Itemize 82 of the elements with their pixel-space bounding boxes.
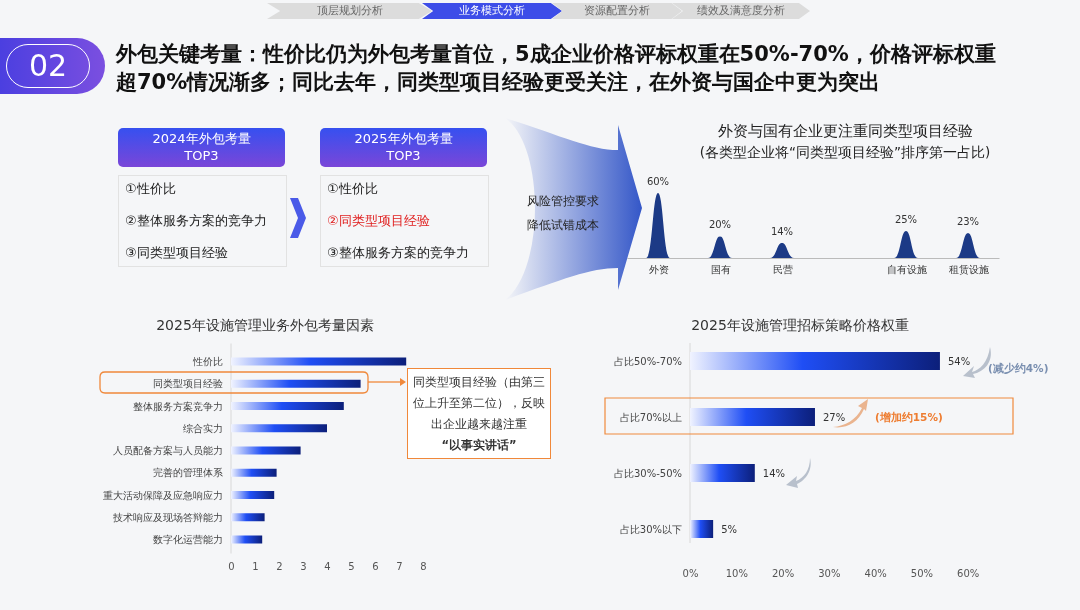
y-tick-label: 占比70%以上 — [619, 411, 682, 423]
y-tick-label: 同类型项目经验 — [153, 378, 223, 390]
x-tick-label: 40% — [864, 568, 887, 580]
y-tick-label: 占比50%-70% — [613, 355, 682, 367]
y-tick-label: 性价比 — [192, 356, 223, 367]
x-tick-label: 50% — [910, 568, 934, 580]
bar — [231, 468, 277, 477]
text: 风险管控要求 — [526, 193, 600, 210]
bar — [690, 352, 940, 370]
text: 外包关键考量：性价比仍为外包考量首位，5成企业价格评标权重在50%-70%，价格评标权重超70%情况渐多；同比去年，同类型项目经验更受关注，在外资与国企中更为突出 — [116, 41, 997, 96]
y-tick-label: 占比30%-50% — [613, 467, 682, 479]
bar — [231, 402, 344, 410]
bar — [690, 464, 755, 482]
text: “以事实讲话” — [440, 437, 518, 454]
text: TOP3 — [385, 147, 422, 164]
x-tick-label: 5 — [348, 561, 355, 573]
bar — [690, 520, 714, 538]
chart-title: 2025年设施管理招标策略价格权重 — [691, 317, 909, 333]
y-tick-label: 占比30%以下 — [619, 523, 682, 535]
x-tick-label: 8 — [420, 561, 427, 573]
data-label: 54% — [947, 355, 971, 367]
data-label: 14% — [762, 467, 786, 479]
data-label: 27% — [822, 411, 846, 423]
text: 绩效及满意度分析 — [672, 3, 810, 19]
chart-title: 外资与国有企业更注重同类型项目经验 — [717, 122, 973, 140]
bar — [231, 379, 361, 388]
x-tick-label: 民营 — [772, 264, 793, 276]
x-tick-label: 7 — [396, 561, 403, 573]
bar — [231, 491, 275, 499]
y-tick-label: 综合实力 — [183, 422, 223, 434]
x-tick-label: 10% — [725, 568, 748, 580]
data-label: 20% — [708, 219, 732, 231]
bar — [231, 446, 301, 455]
data-label: 23% — [956, 216, 980, 228]
bar — [690, 408, 815, 426]
y-tick-label: 重大活动保障及应急响应力 — [103, 489, 223, 501]
text: ③整体服务方案的竞争力 — [327, 244, 469, 262]
text: TOP3 — [183, 147, 220, 164]
y-tick-label: 整体服务方案竞争力 — [133, 400, 223, 412]
text: 02 — [6, 44, 90, 88]
y-tick-label: 完善的管理体系 — [153, 467, 223, 479]
x-tick-label: 国有 — [710, 264, 731, 276]
x-tick-label: 4 — [324, 561, 331, 573]
text: 降低试错成本 — [526, 217, 600, 234]
bar — [231, 357, 407, 366]
data-label: 14% — [770, 225, 794, 237]
data-label: 5% — [721, 523, 738, 535]
annotation: (增加约15%) — [875, 411, 943, 423]
x-tick-label: 6 — [372, 561, 379, 573]
x-tick-label: 租赁设施 — [948, 264, 989, 276]
text: ①性价比 — [125, 180, 176, 198]
x-tick-label: 自有设施 — [886, 264, 927, 276]
x-tick-label: 0% — [682, 568, 699, 580]
x-tick-label: 外资 — [648, 264, 669, 276]
text: 2024年外包考量 — [151, 130, 252, 147]
text: ③同类型项目经验 — [125, 244, 228, 262]
x-tick-label: 30% — [818, 568, 841, 580]
y-tick-label: 数字化运营能力 — [153, 534, 223, 545]
x-tick-label: 1 — [252, 561, 259, 573]
text: ②整体服务方案的竞争力 — [125, 212, 267, 230]
data-label: 25% — [894, 213, 918, 225]
data-label: 60% — [646, 176, 670, 187]
y-tick-label: 技术响应及现场答辩能力 — [112, 511, 223, 523]
y-tick-label: 人员配备方案与人员能力 — [113, 445, 223, 456]
x-tick-label: 2 — [276, 561, 283, 573]
x-tick-label: 20% — [771, 568, 795, 580]
text: (减少约4%) — [988, 362, 1049, 374]
x-tick-label: 0 — [228, 561, 235, 573]
bar — [231, 513, 265, 522]
x-tick-label: 60% — [957, 568, 980, 580]
chart-subtitle: (各类型企业将“同类型项目经验”排序第一占比) — [699, 144, 991, 160]
annotation: 同类型项目经验（由第三位上升至第二位），反映出企业越来越注重 — [412, 374, 546, 433]
text: 资源配置分析 — [552, 3, 682, 19]
bar — [231, 424, 327, 433]
text: 业务模式分析 — [422, 3, 562, 19]
text: 2025年外包考量 — [353, 130, 454, 147]
text: 顶层规划分析 — [267, 3, 432, 19]
x-tick-label: 3 — [300, 561, 307, 573]
bar — [231, 535, 263, 544]
text: ②同类型项目经验 — [327, 212, 430, 230]
text: ①性价比 — [327, 180, 378, 198]
chart-title: 2025年设施管理业务外包考量因素 — [156, 317, 374, 333]
